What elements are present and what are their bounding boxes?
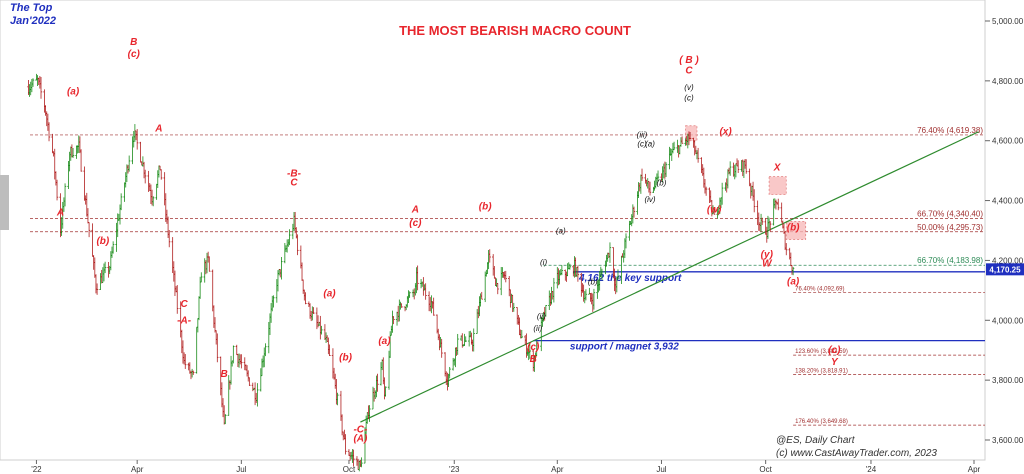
fib-lines-layer: 76.40% (4,619.38) 66.70% (4,340.40) 50.00%… bbox=[30, 126, 985, 426]
wave-label: (c) bbox=[128, 49, 141, 60]
wave-label: Y bbox=[831, 357, 839, 368]
fib-line-label: 76.40% (4,619.38) bbox=[917, 126, 983, 135]
y-tick-label: 4,800.00 bbox=[992, 77, 1024, 86]
wave-label: A bbox=[411, 205, 419, 216]
fib-line-label: 66.70% (4,340.40) bbox=[917, 209, 983, 218]
trend-line bbox=[360, 131, 979, 423]
x-tick-label: '22 bbox=[31, 465, 42, 474]
wave-label: (v) bbox=[684, 83, 694, 92]
wave-label: (b) bbox=[588, 277, 598, 286]
x-tick-label: Jul bbox=[236, 465, 246, 474]
wave-label: (c) bbox=[637, 140, 647, 149]
wave-label: C bbox=[180, 299, 188, 310]
wave-label: (b) bbox=[339, 353, 352, 364]
x-tick-label: Oct bbox=[759, 465, 772, 474]
wave-label: (c) bbox=[828, 345, 841, 356]
wave-label: (b) bbox=[479, 202, 492, 213]
wave-label: (A) bbox=[353, 433, 368, 444]
top-note-line2: Jan'2022 bbox=[10, 15, 57, 27]
x-tick-label: Apr bbox=[551, 465, 564, 474]
wave-label: -B- bbox=[287, 169, 302, 180]
y-tick-label: 3,600.00 bbox=[992, 436, 1024, 445]
wave-label: (c) bbox=[409, 218, 422, 229]
support-line-label: support / magnet 3,932 bbox=[570, 342, 679, 353]
top-note: The Top Jan'2022 bbox=[10, 2, 56, 28]
wave-label: (iv) bbox=[644, 195, 655, 204]
wave-label: C bbox=[685, 65, 693, 76]
chart-subtitle-1: @ES, Daily Chart bbox=[776, 435, 856, 446]
y-tick-label: 4,200.00 bbox=[992, 256, 1024, 265]
last-price-label: 4,170.25 bbox=[989, 265, 1021, 274]
chart-title: THE MOST BEARISH MACRO COUNT bbox=[399, 23, 631, 38]
last-price-box bbox=[986, 263, 1024, 276]
fib-line-label: 76.40% (4,092.69) bbox=[795, 287, 844, 293]
highlight-box bbox=[785, 221, 807, 240]
wave-label: (a) bbox=[645, 140, 655, 149]
wave-label: (w) bbox=[707, 205, 722, 216]
y-tick-label: 5,000.00 bbox=[992, 17, 1024, 26]
highlight-box-layer bbox=[685, 125, 807, 240]
axes-layer: 3,600.00 3,800.00 4,000.00 4,200.00 4,400.00… bbox=[31, 17, 1024, 474]
wave-label: -C- bbox=[353, 425, 368, 436]
wave-label: (ii) bbox=[533, 324, 542, 333]
x-tick-label: Apr bbox=[968, 465, 981, 474]
wave-label: (a) bbox=[378, 336, 391, 347]
wave-label: (i) bbox=[540, 258, 547, 267]
fib-line-label: 66.70% (4,183.98) bbox=[917, 256, 983, 265]
y-tick-label: 4,600.00 bbox=[992, 137, 1024, 146]
y-tick-label: 4,400.00 bbox=[992, 197, 1024, 206]
x-tick-label: Oct bbox=[343, 465, 356, 474]
wave-label: (a) bbox=[556, 226, 566, 235]
wave-label: W bbox=[762, 258, 773, 269]
x-tick-label: '23 bbox=[449, 465, 460, 474]
wave-label: B bbox=[221, 369, 228, 380]
wave-label: (c) bbox=[527, 342, 540, 353]
wave-label: (a) bbox=[67, 86, 80, 97]
chart-subtitle-2: (c) www.CastAwayTrader.com, 2023 bbox=[776, 448, 937, 459]
x-tick-label: '24 bbox=[866, 465, 877, 474]
wave-label: (x) bbox=[719, 127, 732, 138]
fib-line-label: 123.60% (3,883.59) bbox=[795, 349, 848, 355]
highlight-box bbox=[685, 125, 698, 142]
wave-label: (b) bbox=[657, 179, 667, 188]
wave-label: ( B ) bbox=[679, 55, 699, 66]
fib-line-label: 138.20% (3,818.91) bbox=[795, 368, 848, 374]
wave-label: (b) bbox=[96, 236, 109, 247]
fib-line-label: 50.00% (4,295.73) bbox=[917, 223, 983, 232]
wave-label: (c) bbox=[684, 93, 694, 102]
support-line-label: 4,162 the key support bbox=[578, 273, 682, 284]
wave-label: C bbox=[290, 178, 298, 189]
wave-label: (y) bbox=[761, 249, 774, 260]
price-bars-layer bbox=[27, 73, 795, 472]
y-tick-label: 4,000.00 bbox=[992, 316, 1024, 325]
fib-line-label: 176.40% (3,649.68) bbox=[795, 419, 848, 425]
wave-label: (ii) bbox=[537, 312, 546, 321]
wave-label: X bbox=[773, 163, 782, 174]
wave-label: (iii) bbox=[637, 131, 648, 140]
wave-label: (a) bbox=[787, 276, 800, 287]
plot-frame bbox=[0, 0, 986, 461]
trendline-layer bbox=[360, 131, 979, 423]
wave-labels-layer: A(a)(b)B(c)AC-A-B-B-C(a)(b)-C-(A)A(c)(a)… bbox=[56, 37, 841, 445]
top-note-line1: The Top bbox=[10, 2, 53, 14]
wave-label: (b) bbox=[787, 223, 800, 234]
wave-label: B bbox=[530, 354, 537, 365]
wave-label: A bbox=[56, 208, 64, 219]
side-logo bbox=[0, 175, 9, 230]
wave-label: (a) bbox=[323, 288, 336, 299]
y-tick-label: 3,800.00 bbox=[992, 376, 1024, 385]
x-tick-label: Jul bbox=[656, 465, 666, 474]
x-tick-label: Apr bbox=[131, 465, 144, 474]
wave-label: -A- bbox=[177, 315, 192, 326]
wave-label: A bbox=[154, 124, 162, 135]
wave-label: B bbox=[130, 37, 137, 48]
highlight-box bbox=[768, 176, 787, 195]
